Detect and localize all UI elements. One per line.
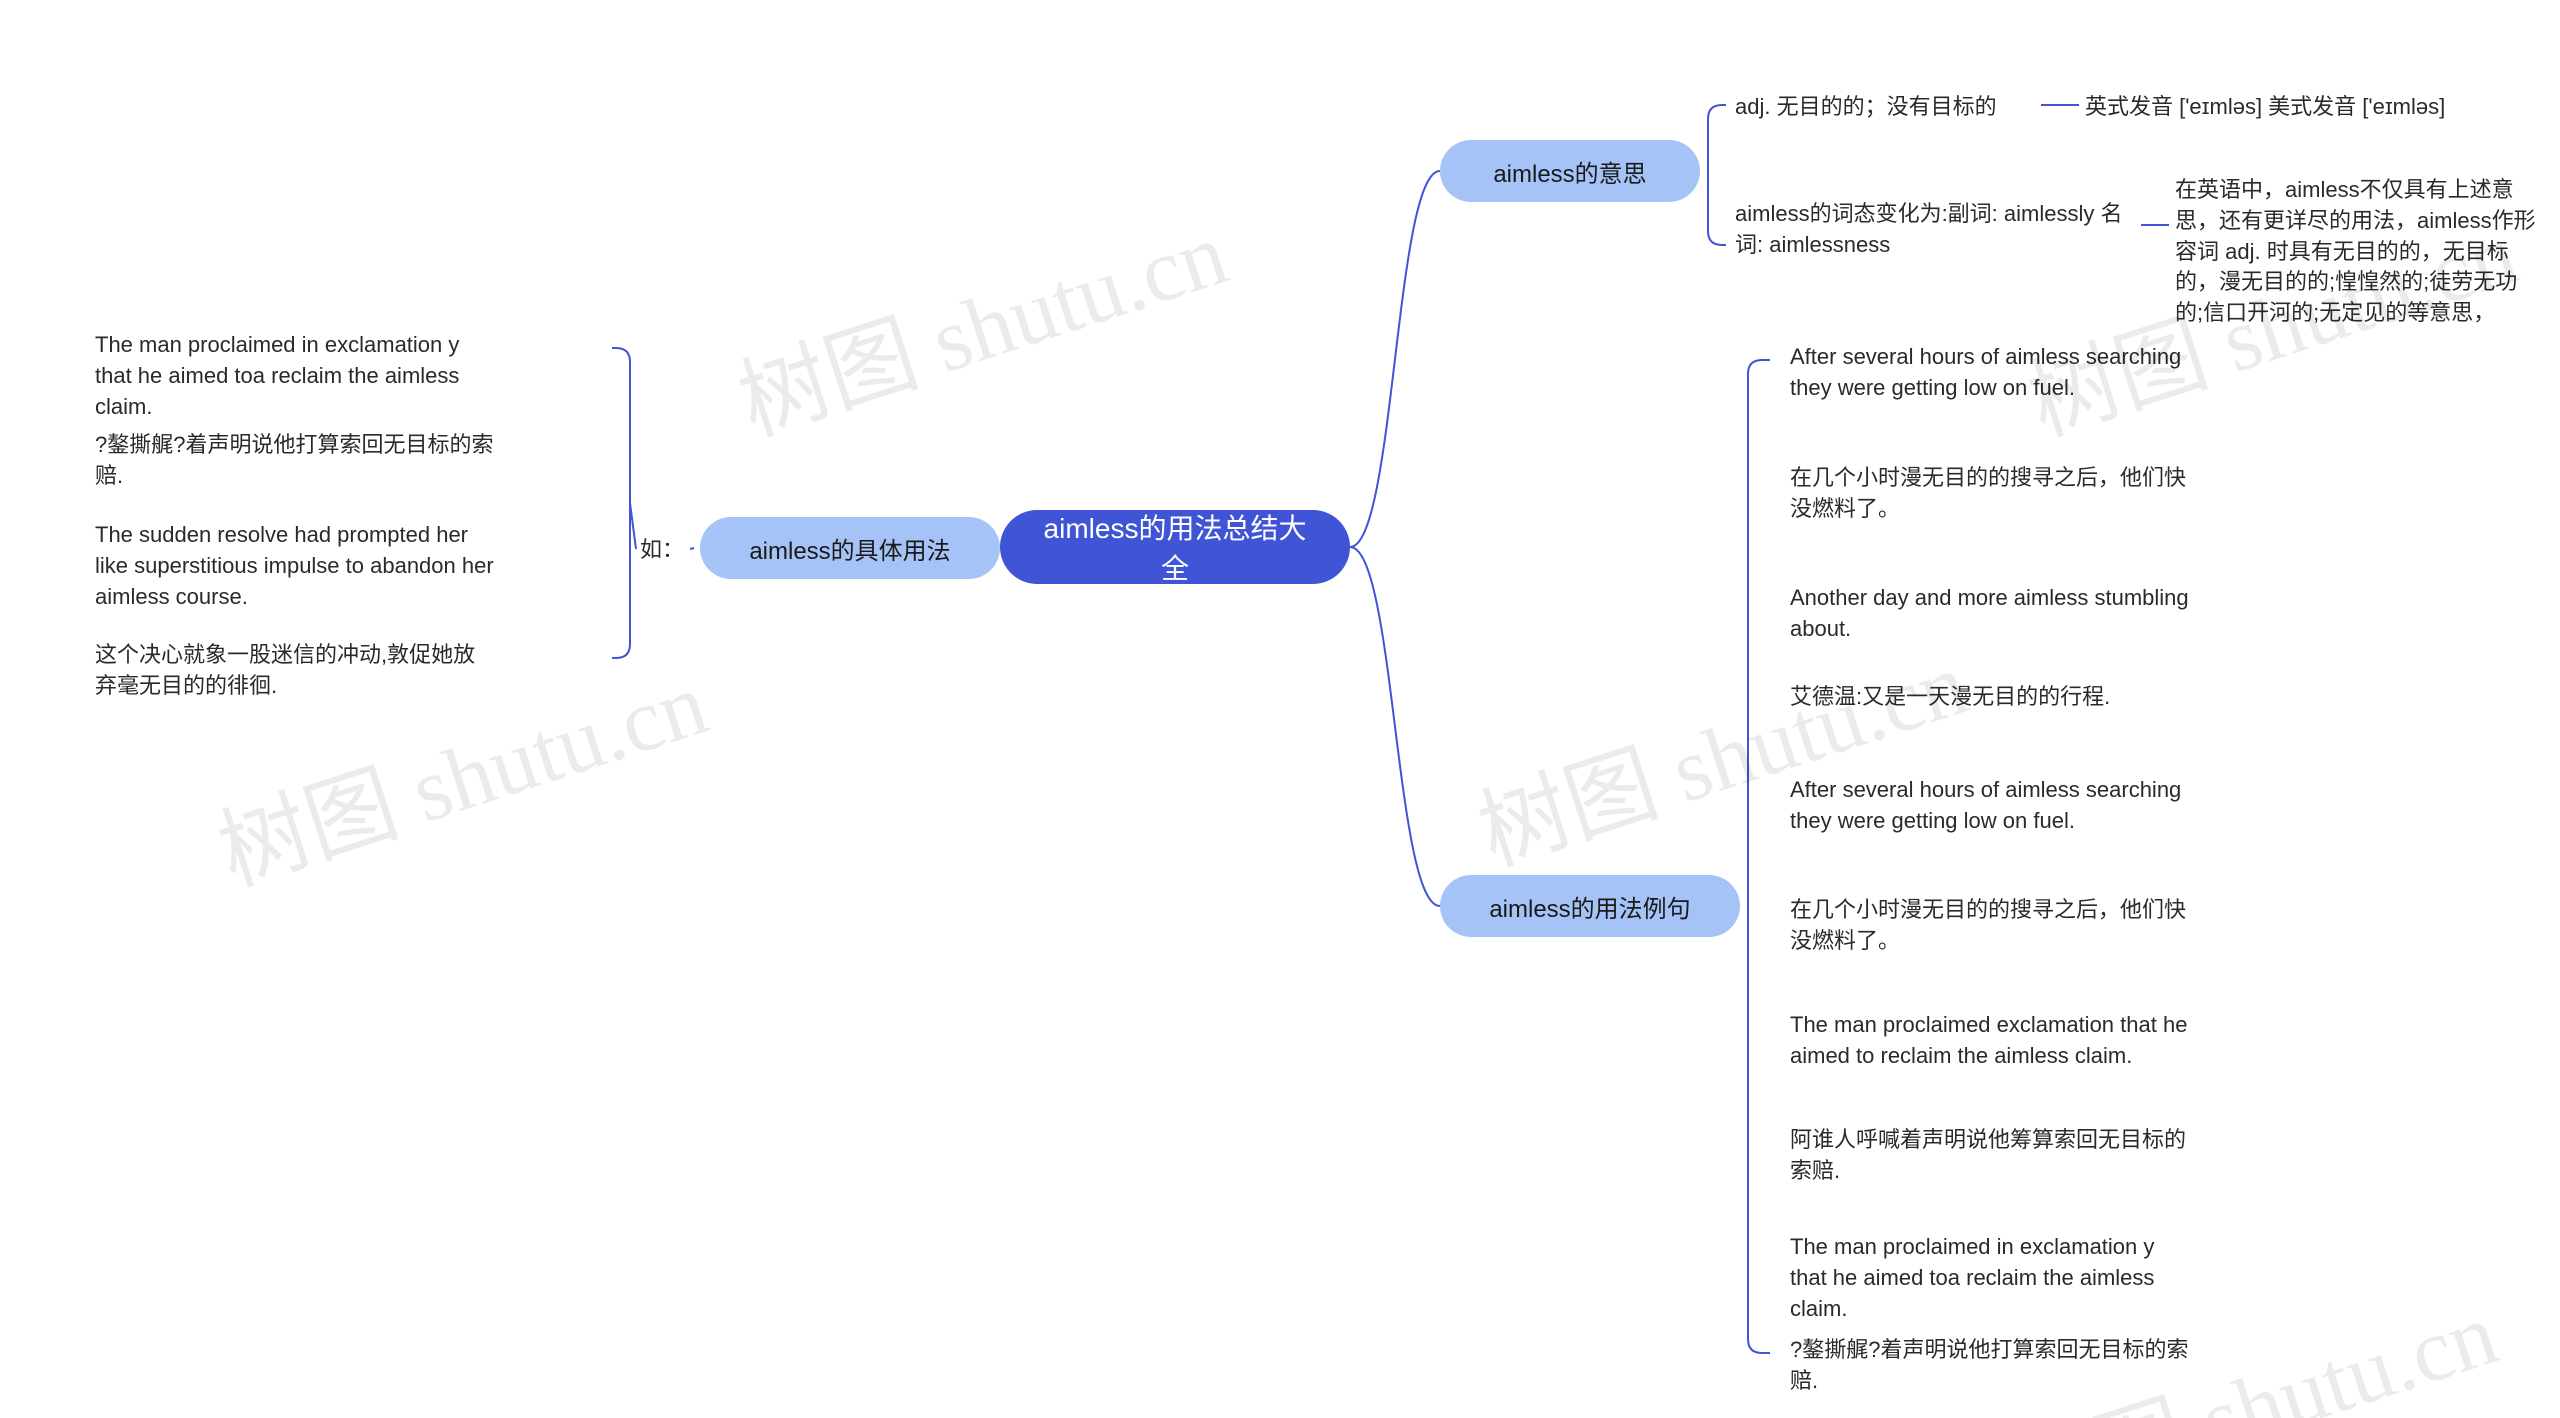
leaf-usage-3: 这个决心就象一股迷信的冲动,敦促她放弃毫无目的的徘徊.	[95, 640, 495, 702]
root-node: aimless的用法总结大全	[1000, 510, 1350, 584]
leaf-usage-1: ?鏊撕艉?着声明说他打算索回无目标的索赔.	[95, 430, 495, 492]
leaf-meaning-def: adj. 无目的的；没有目标的	[1735, 92, 1997, 123]
leaf-meaning-detail: 在英语中，aimless不仅具有上述意思，还有更详尽的用法，aimless作形容…	[2175, 175, 2545, 329]
leaf-example-4: After several hours of aimless searching…	[1790, 775, 2190, 837]
leaf-example-3: 艾德温:又是一天漫无目的的行程.	[1790, 682, 2110, 713]
leaf-example-2: Another day and more aimless stumbling a…	[1790, 583, 2190, 645]
leaf-usage-linkword: 如：	[640, 535, 684, 566]
leaf-example-6: The man proclaimed exclamation that he a…	[1790, 1010, 2190, 1072]
leaf-example-9: ?鏊撕艉?着声明说他打算索回无目标的索赔.	[1790, 1335, 2190, 1397]
leaf-usage-2: The sudden resolve had prompted her like…	[95, 520, 495, 612]
leaf-example-0: After several hours of aimless searching…	[1790, 342, 2190, 404]
leaf-meaning-derivation: aimless的词态变化为:副词: aimlessly 名词: aimlessn…	[1735, 199, 2135, 261]
watermark: 树图 shutu.cn	[1460, 610, 1980, 890]
leaf-usage-0: The man proclaimed in exclamation y that…	[95, 330, 495, 422]
mindmap-canvas: aimless的用法总结大全 aimless的意思 adj. 无目的的；没有目标…	[0, 0, 2560, 1418]
leaf-example-1: 在几个小时漫无目的的搜寻之后，他们快没燃料了。	[1790, 463, 2190, 525]
leaf-example-7: 阿谁人呼喊着声明说他筹算索回无目标的索赔.	[1790, 1125, 2190, 1187]
leaf-meaning-pron: 英式发音 ['eɪmləs] 美式发音 ['eɪmləs]	[2085, 92, 2445, 123]
leaf-example-8: The man proclaimed in exclamation y that…	[1790, 1232, 2190, 1324]
leaf-example-5: 在几个小时漫无目的的搜寻之后，他们快没燃料了。	[1790, 895, 2190, 957]
branch-usage: aimless的具体用法	[700, 517, 1000, 579]
watermark: 树图 shutu.cn	[720, 180, 1240, 460]
branch-examples: aimless的用法例句	[1440, 875, 1740, 937]
branch-meaning: aimless的意思	[1440, 140, 1700, 202]
